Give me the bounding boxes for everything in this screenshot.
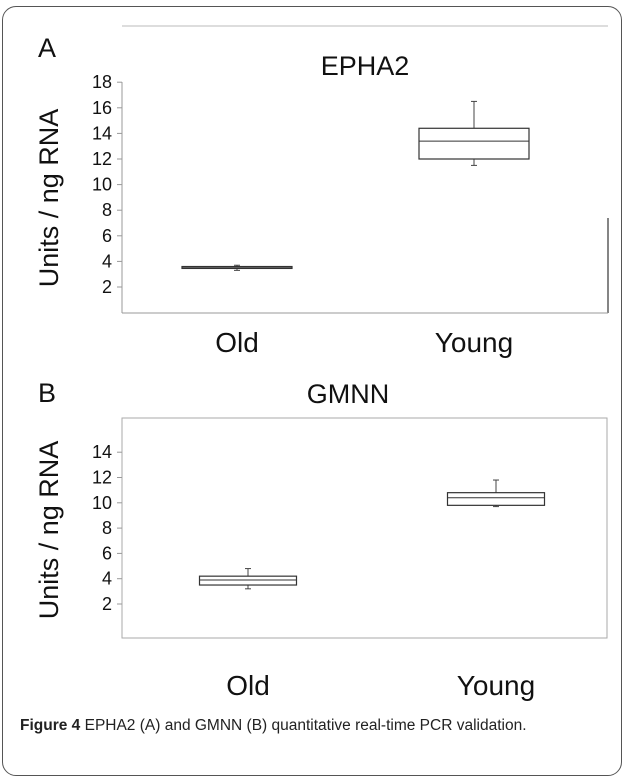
panel-b: B GMNN Units / ng RNA 2 4 6 8 10 12 14 Old Youn…	[34, 378, 608, 701]
panel-a-label: A	[38, 33, 56, 63]
panel-a-box-young	[418, 100, 530, 166]
panel-a-x-labels: Old Young	[215, 327, 513, 358]
panel-b-y-tick-label: 14	[92, 442, 112, 462]
panel-a-y-tick-label: 2	[102, 277, 112, 297]
panel-b-label: B	[38, 378, 56, 408]
panel-b-plot-border	[121, 417, 608, 639]
panel-a-x-label-young: Young	[435, 327, 513, 358]
panel-a-ylabel: Units / ng RNA	[34, 109, 64, 288]
panel-b-y-ticks: 2 4 6 8 10 12 14	[92, 442, 122, 614]
panel-b-x-label-old: Old	[226, 670, 270, 701]
figure-caption: Figure 4 EPHA2 (A) and GMNN (B) quantita…	[20, 715, 610, 737]
figure-frame	[2, 6, 622, 776]
caption-text: EPHA2 (A) and GMNN (B) quantitative real…	[80, 717, 527, 734]
panel-a-y-tick-label: 12	[92, 149, 112, 169]
panel-b-boxes	[198, 479, 546, 590]
panel-b-title: GMNN	[307, 379, 390, 409]
panel-a-title: EPHA2	[321, 51, 410, 81]
panel-b-x-label-young: Young	[457, 670, 535, 701]
box-iqr	[418, 127, 530, 160]
panel-a-box-old	[181, 264, 293, 271]
panel-b-y-tick-label: 4	[102, 569, 112, 589]
panel-a-boxes	[181, 100, 530, 271]
panel-b-box-young	[446, 479, 546, 508]
panel-a-y-ticks: 2 4 6 8 10 12 14 16 18	[92, 72, 122, 297]
panel-a-y-tick-label: 8	[102, 200, 112, 220]
figure-panels: A EPHA2 Units / ng RNA 2 4 6 8 10 12 14 16 18 Ol…	[34, 25, 609, 701]
panel-b-y-tick-label: 2	[102, 594, 112, 614]
panel-a-y-tick-label: 18	[92, 72, 112, 92]
panel-a-y-tick-label: 10	[92, 175, 112, 195]
panel-a-y-tick-label: 4	[102, 251, 112, 271]
panel-a-y-tick-label: 16	[92, 98, 112, 118]
box-iqr	[198, 575, 298, 586]
panel-a-y-tick-label: 6	[102, 226, 112, 246]
panel-b-y-tick-label: 8	[102, 518, 112, 538]
panel-a: A EPHA2 Units / ng RNA 2 4 6 8 10 12 14 16 18 Ol…	[34, 25, 609, 358]
caption-label: Figure 4	[20, 717, 81, 734]
panel-b-y-tick-label: 12	[92, 468, 112, 488]
panel-b-ylabel: Units / ng RNA	[34, 441, 64, 620]
panel-b-box-old	[198, 568, 298, 590]
panel-b-x-labels: Old Young	[226, 670, 535, 701]
box-iqr	[446, 492, 546, 506]
panel-a-y-tick-label: 14	[92, 123, 112, 143]
panel-b-y-tick-label: 10	[92, 493, 112, 513]
panel-a-x-label-old: Old	[215, 327, 259, 358]
panel-b-y-tick-label: 6	[102, 543, 112, 563]
